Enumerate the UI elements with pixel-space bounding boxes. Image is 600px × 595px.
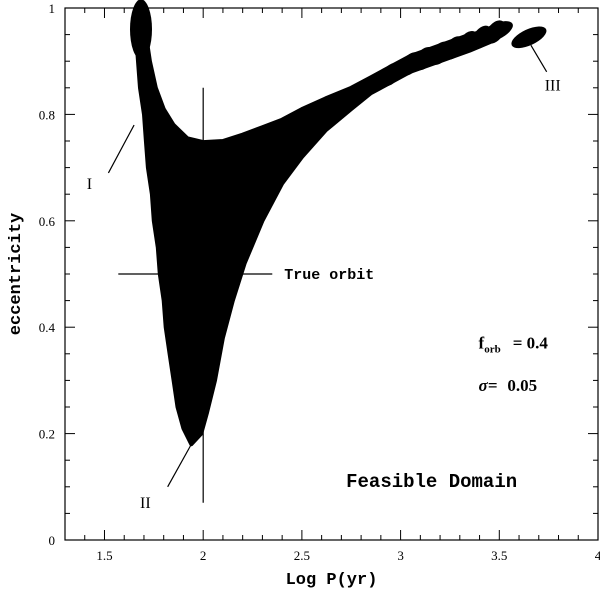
region-label-II: II <box>140 495 151 512</box>
x-tick-label: 2 <box>200 548 207 563</box>
tick-labels: 1.5 2 2.5 3 3.5 4 0 0.2 0.4 0.6 0.8 1 <box>39 1 600 563</box>
axis-ticks <box>64 7 599 541</box>
f-orb-annotation: forb = 0.4 <box>479 333 549 355</box>
y-tick-label: 0.2 <box>39 427 55 442</box>
feasible-domain-label: Feasible Domain <box>346 471 517 493</box>
x-tick-label: 1.5 <box>96 548 112 563</box>
y-tick-label: 1 <box>49 1 56 16</box>
x-tick-label: 2.5 <box>294 548 310 563</box>
y-tick-label: 0.4 <box>39 320 56 335</box>
domain-tail-lobe <box>400 52 421 76</box>
f-orb-subscript: orb <box>484 343 501 355</box>
x-axis-title: Log P(yr) <box>286 571 378 590</box>
label-I-leader <box>107 124 135 174</box>
domain-isolated-blob <box>450 31 486 54</box>
region-label-III: III <box>545 77 561 94</box>
x-tick-label: 4 <box>595 548 600 563</box>
label-II-leader <box>167 443 192 488</box>
domain-isolated-blob <box>511 26 547 49</box>
y-axis-title: eccentricity <box>7 213 26 335</box>
sigma-annotation: σ= 0.05 <box>479 376 538 395</box>
domain-tail-lobe <box>430 41 451 65</box>
true-orbit-label: True orbit <box>284 267 374 284</box>
region-label-I: I <box>87 176 92 193</box>
sigma-value: 0.05 <box>507 376 537 395</box>
feasible-domain-body <box>134 6 498 447</box>
domain-left-tip <box>130 0 152 60</box>
domain-tail-lobe <box>380 62 401 87</box>
y-tick-label: 0 <box>49 533 56 548</box>
feasible-domain-region <box>130 0 547 447</box>
f-orb-symbol: f <box>479 333 485 352</box>
y-tick-label: 0.8 <box>39 107 55 122</box>
y-tick-label: 0.6 <box>39 214 56 229</box>
label-III-leader <box>530 44 548 73</box>
x-tick-label: 3 <box>397 548 404 563</box>
domain-tail-lobe <box>414 46 435 71</box>
domain-isolated-blob <box>477 21 513 43</box>
sigma-symbol: σ= <box>479 376 498 395</box>
f-orb-value: = 0.4 <box>513 333 549 352</box>
x-tick-label: 3.5 <box>491 548 507 563</box>
